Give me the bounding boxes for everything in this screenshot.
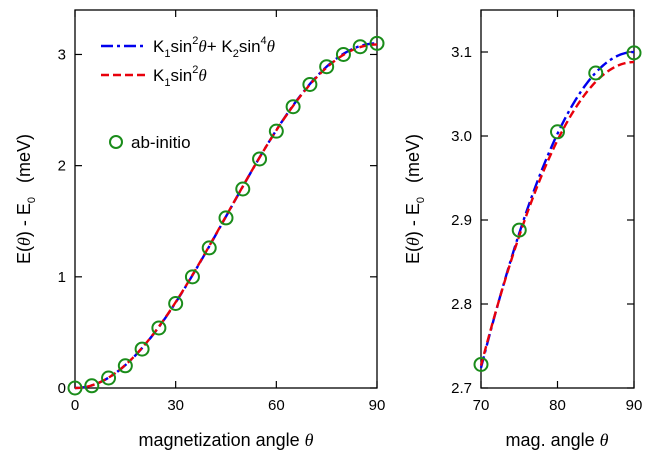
left-series-lines (74, 42, 378, 390)
left-ab-initio-marker (218, 210, 234, 226)
left-ab-initio-marker (252, 151, 268, 167)
right-y-tick-label: 2.8 (451, 296, 472, 313)
left-ab-initio-marker (84, 378, 100, 394)
left-x-axis-title: magnetization angle θ (139, 430, 314, 450)
left-y-tick-label: 2 (58, 158, 66, 175)
left-x-tick-label: 90 (369, 397, 386, 414)
left-ab-initio-marker (235, 181, 251, 197)
left-ab-initio-marker (184, 269, 200, 285)
left-ab-initio-marker (285, 99, 301, 115)
legend-item-fit-k1-k2: K1sin2θ+ K2sin4θ (101, 35, 275, 60)
legend-marker-circle (109, 135, 123, 149)
right-y-tick-label: 3.1 (451, 44, 472, 61)
right-ab-initio-marker (550, 124, 565, 140)
left-ab-initio-marker (101, 370, 117, 386)
right-y-tick-label: 3.0 (451, 128, 472, 145)
legend-label-fit-k1: K1sin2θ (153, 64, 207, 89)
left-ab-initio-marker (352, 39, 368, 55)
right-y-tick-label: 2.9 (451, 212, 472, 229)
left-ab-initio-marker (268, 123, 284, 139)
legend-item-ab-initio: ab-initio (109, 133, 191, 152)
right-x-tick-label: 70 (473, 397, 490, 414)
right-ab-initio-marker (588, 65, 604, 81)
right-fit-k1-line (479, 60, 635, 366)
left-y-tick-label: 3 (58, 46, 66, 63)
legend-item-fit-k1: K1sin2θ (101, 64, 207, 89)
right-chart-panel: 70 80 90 2.7 2.8 2.9 3.0 3.1 mag. angle θ E(θ) … (403, 9, 642, 450)
left-ab-initio-marker (302, 76, 318, 92)
legend-label-ab-initio: ab-initio (131, 133, 191, 152)
left-y-tick-label: 0 (58, 380, 66, 397)
left-x-tick-label: 0 (71, 397, 79, 414)
left-y-tick-label: 1 (58, 269, 66, 286)
right-markers (473, 45, 642, 372)
right-ab-initio-marker (473, 356, 489, 372)
left-chart-panel: 0 30 60 90 0 1 2 3 magnetization angle θ E(θ) -… (14, 9, 386, 450)
left-ab-initio-marker (369, 35, 385, 51)
left-tick-labels: 0 30 60 90 0 1 2 3 (58, 46, 386, 414)
right-tick-labels: 70 80 90 2.7 2.8 2.9 3.0 3.1 (451, 44, 642, 414)
left-ab-initio-marker (67, 380, 83, 396)
left-x-tick-label: 30 (167, 397, 184, 414)
left-ab-initio-marker (151, 320, 167, 336)
left-ab-initio-marker (201, 240, 217, 256)
legend-label-fit-k1-k2: K1sin2θ+ K2sin4θ (153, 35, 275, 60)
left-ab-initio-marker (168, 296, 184, 312)
left-ab-initio-marker (319, 59, 335, 75)
left-markers (67, 35, 385, 396)
left-ab-initio-marker (335, 46, 351, 62)
right-ab-initio-marker (626, 45, 642, 61)
left-y-axis-title: E(θ) - E0(meV) (14, 134, 38, 264)
right-y-tick-label: 2.7 (451, 380, 472, 397)
right-x-tick-label: 80 (549, 397, 566, 414)
right-x-axis-title: mag. angle θ (506, 430, 609, 450)
left-ab-initio-marker (134, 341, 150, 357)
left-fit-k1-k2-line (74, 42, 378, 390)
left-ab-initio-marker (117, 358, 133, 374)
right-ab-initio-marker (511, 222, 527, 238)
right-x-tick-label: 90 (626, 397, 643, 414)
right-plot-frame (480, 9, 635, 389)
right-ticks (480, 10, 635, 389)
left-plot-frame (74, 9, 378, 389)
right-y-axis-title: E(θ) - E0(meV) (403, 134, 427, 264)
left-ticks (74, 10, 378, 389)
legend: K1sin2θ+ K2sin4θ K1sin2θ ab-initio (101, 35, 275, 152)
right-fit-k1-k2-line (479, 50, 635, 369)
right-series-lines (479, 50, 635, 369)
left-x-tick-label: 60 (268, 397, 285, 414)
